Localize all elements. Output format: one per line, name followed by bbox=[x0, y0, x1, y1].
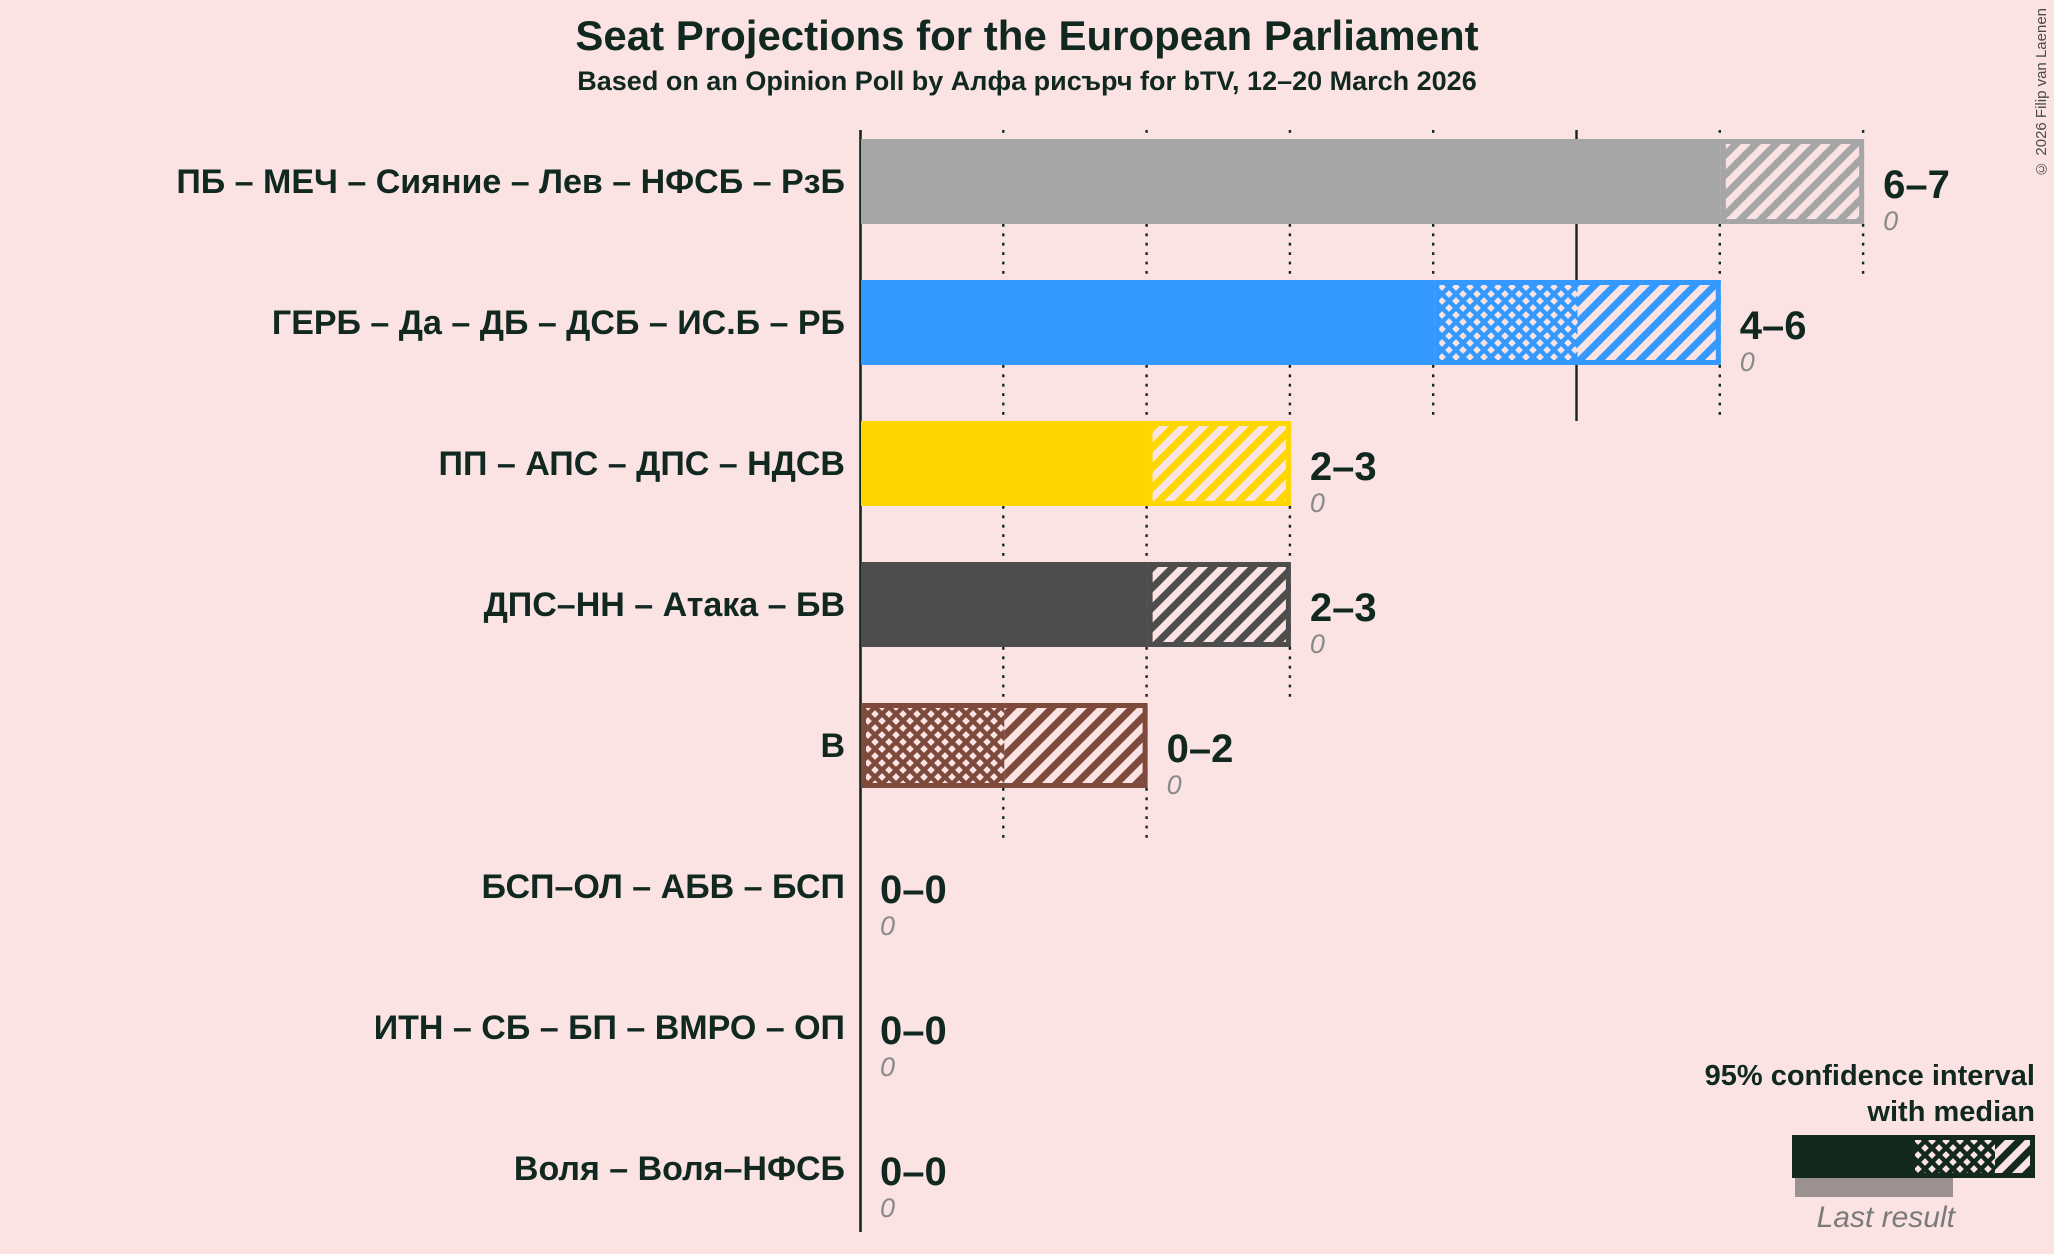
last-result-label: 0 bbox=[1740, 347, 1755, 377]
bar-ci-outline bbox=[1434, 280, 1721, 365]
legend-sample-outline bbox=[1792, 1135, 2035, 1178]
last-result-label: 0 bbox=[1310, 488, 1325, 518]
party-label: ПБ – МЕЧ – Сияние – Лев – НФСБ – РзБ bbox=[176, 163, 845, 201]
legend-sample-diagonal bbox=[1995, 1135, 2035, 1178]
copyright-text: © 2026 Filip van Laenen bbox=[2033, 8, 2050, 177]
chart-subtitle: Based on an Opinion Poll by Алфа рисърч … bbox=[577, 66, 1477, 96]
last-result-label: 0 bbox=[1310, 629, 1325, 659]
party-label: ДПС–НН – Атака – БВ bbox=[484, 586, 845, 624]
bar-solid bbox=[861, 562, 1148, 647]
bar-solid bbox=[861, 280, 1435, 365]
bar-ci-diagonal bbox=[1577, 280, 1721, 365]
party-label: БСП–ОЛ – АБВ – БСП bbox=[482, 868, 845, 906]
value-label: 0–0 bbox=[880, 1150, 947, 1194]
legend-ci-line1: 95% confidence interval bbox=[1705, 1060, 2035, 1092]
legend-sample-solid bbox=[1792, 1135, 1915, 1178]
bar-ci-crosshatch bbox=[861, 703, 1005, 788]
bar-ci-diagonal bbox=[1147, 562, 1291, 647]
last-result-label: 0 bbox=[1167, 770, 1182, 800]
party-label: ИТН – СБ – БП – ВМРО – ОП bbox=[374, 1009, 845, 1047]
party-label: ГЕРБ – Да – ДБ – ДСБ – ИС.Б – РБ bbox=[272, 304, 845, 342]
value-label: 2–3 bbox=[1310, 586, 1377, 630]
bar-ci-diagonal bbox=[1720, 139, 1865, 224]
bar-ci-outline bbox=[1147, 562, 1291, 647]
value-label: 0–0 bbox=[880, 868, 947, 912]
value-label: 0–0 bbox=[880, 1009, 947, 1053]
chart-title: Seat Projections for the European Parlia… bbox=[575, 12, 1479, 59]
bar-ci-diagonal bbox=[1147, 421, 1291, 506]
legend-last-result-label: Last result bbox=[1817, 1201, 1957, 1234]
value-label: 0–2 bbox=[1167, 727, 1234, 771]
bar-ci-outline bbox=[1720, 139, 1865, 224]
party-label: В bbox=[820, 727, 845, 765]
last-result-label: 0 bbox=[880, 1052, 895, 1082]
bar-ci-crosshatch bbox=[1434, 280, 1578, 365]
party-label: ПП – АПС – ДПС – НДСВ bbox=[439, 445, 845, 483]
value-label: 6–7 bbox=[1883, 163, 1950, 207]
legend-ci-line2: with median bbox=[1866, 1096, 2035, 1128]
value-label: 4–6 bbox=[1740, 304, 1807, 348]
legend-sample-crosshatch bbox=[1915, 1135, 1995, 1178]
bar-ci-diagonal bbox=[1004, 703, 1148, 788]
bar-ci-outline bbox=[861, 703, 1148, 788]
bar-solid bbox=[861, 139, 1721, 224]
party-label: Воля – Воля–НФСБ bbox=[514, 1150, 845, 1188]
bar-solid bbox=[861, 421, 1148, 506]
last-result-label: 0 bbox=[1883, 206, 1898, 236]
value-label: 2–3 bbox=[1310, 445, 1377, 489]
last-result-label: 0 bbox=[880, 1193, 895, 1223]
legend-last-result-bar bbox=[1795, 1178, 1953, 1197]
last-result-label: 0 bbox=[880, 911, 895, 941]
bar-ci-outline bbox=[1147, 421, 1291, 506]
